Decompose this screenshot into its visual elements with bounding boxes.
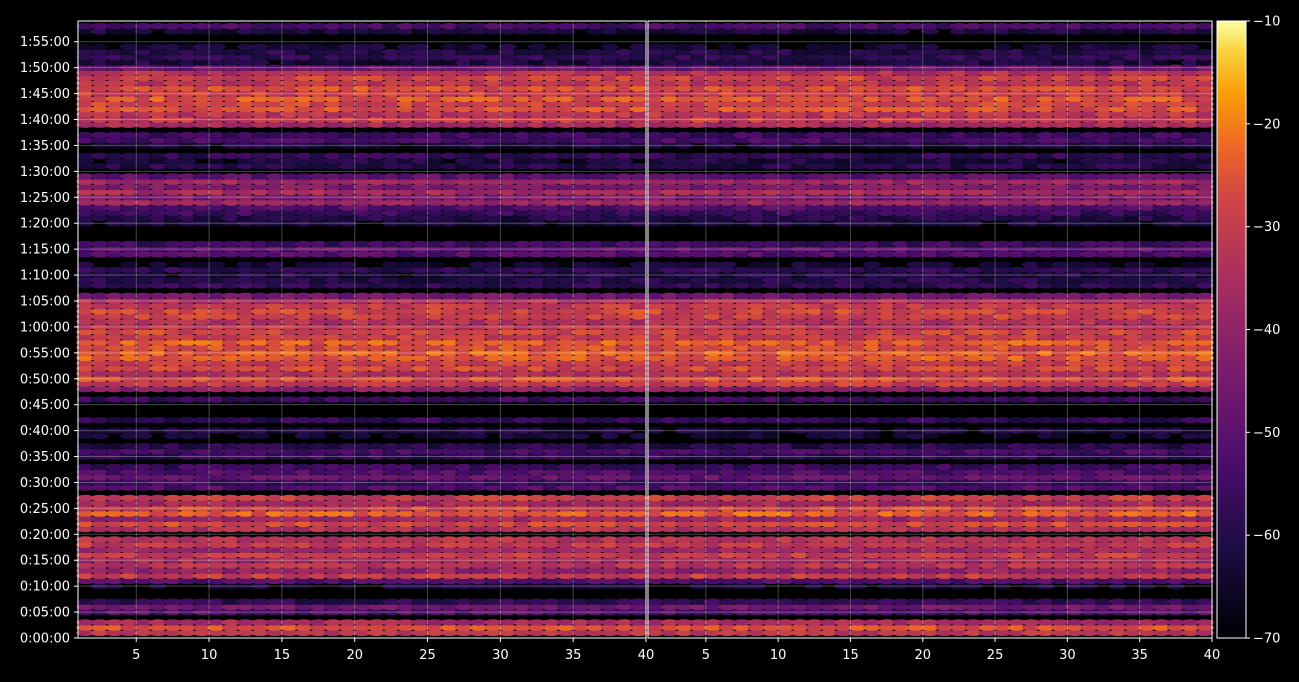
heat-cell (484, 262, 502, 268)
heat-cell (1196, 495, 1214, 501)
heat-cell (207, 44, 225, 50)
x-tick-label: 5 (132, 648, 140, 663)
heat-cell (601, 262, 619, 268)
heat-cell (1196, 599, 1214, 605)
heat-cell (120, 262, 138, 268)
heatmap-cells (646, 23, 1214, 636)
heat-cell (499, 44, 517, 50)
heat-cell (1196, 443, 1214, 449)
panel-1: 5 10 15 20 25 30 35 40 (76, 21, 654, 663)
heat-cell (630, 599, 648, 605)
heat-cell (76, 262, 94, 268)
heatmap-cells (76, 23, 647, 636)
heat-cell (338, 262, 356, 268)
heat-cell (1196, 619, 1214, 625)
heat-cell (630, 23, 648, 29)
x-tick-label: 25 (419, 648, 436, 663)
heat-cell (1196, 464, 1214, 470)
heat-cell (630, 464, 648, 470)
heat-cell (557, 44, 575, 50)
x-axis-1: 5 10 15 20 25 30 35 40 (132, 638, 654, 663)
heat-cell (630, 153, 648, 159)
heat-cell (426, 262, 444, 268)
heat-cell (542, 262, 560, 268)
heat-cell (630, 293, 648, 299)
heat-cell (266, 262, 284, 268)
heat-cell (630, 396, 648, 402)
x-tick-label: 30 (492, 648, 509, 663)
heat-cell (630, 44, 648, 50)
heat-cell (149, 262, 167, 268)
heat-cell (630, 417, 648, 423)
heat-cell (630, 262, 648, 268)
x-tick-label: 15 (274, 648, 291, 663)
heat-cell (630, 132, 648, 138)
heat-cell (630, 619, 648, 625)
heat-cell (1196, 536, 1214, 542)
x-tick-label: 20 (346, 648, 363, 663)
heat-cell (528, 44, 546, 50)
heat-cell (630, 433, 648, 439)
heat-cell (91, 44, 109, 50)
heat-cell (601, 44, 619, 50)
heat-cell (630, 495, 648, 501)
heat-cell (630, 241, 648, 247)
heat-cell (470, 44, 488, 50)
x-tick-label: 40 (638, 648, 655, 663)
x-tick-label: 10 (201, 648, 218, 663)
heat-cell (630, 443, 648, 449)
x-tick-label: 35 (565, 648, 582, 663)
heat-cell (207, 262, 225, 268)
heat-cell (630, 163, 648, 169)
heat-cell (630, 173, 648, 179)
heat-cell (411, 44, 429, 50)
heat-cell (630, 536, 648, 542)
heat-cell (368, 44, 386, 50)
